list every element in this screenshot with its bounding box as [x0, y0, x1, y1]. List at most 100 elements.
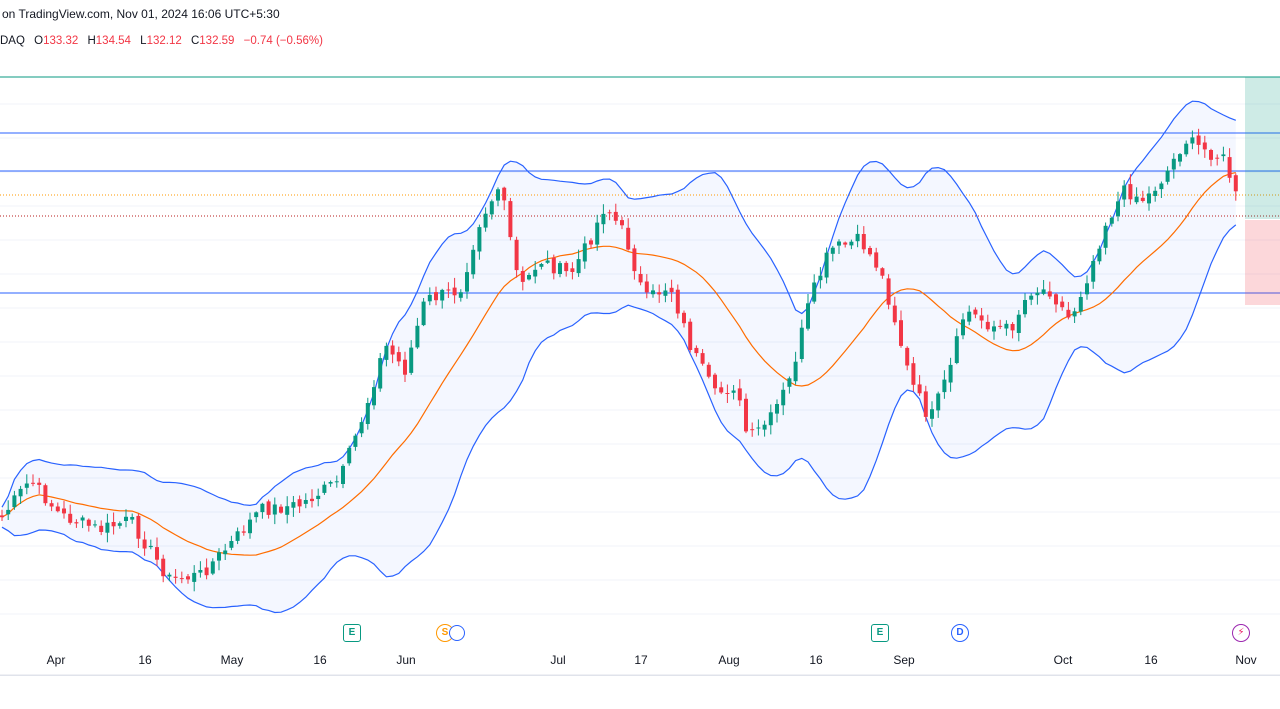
x-tick-label: 16: [1144, 653, 1158, 667]
candle-body: [558, 263, 562, 274]
candle-body: [291, 502, 296, 508]
candle-body: [365, 403, 370, 424]
bollinger-upper-line: [1, 100, 1237, 508]
x-tick-label: Jun: [396, 653, 416, 667]
x-tick-label: Oct: [1053, 653, 1073, 667]
candle-body: [167, 574, 172, 577]
candle-body: [465, 272, 469, 292]
flash-icon[interactable]: ⚡: [1232, 624, 1250, 642]
candle-body: [762, 424, 767, 430]
candle-body: [260, 503, 265, 513]
candle-body: [905, 347, 910, 366]
candle-body: [992, 326, 996, 332]
split-marker-icon[interactable]: [449, 625, 465, 641]
candle-body: [620, 220, 624, 226]
candle-body: [750, 429, 755, 431]
candle-body: [756, 427, 761, 429]
candle-body: [719, 387, 724, 393]
candle-body: [136, 515, 141, 539]
candle-body: [440, 289, 445, 301]
candle-body: [483, 213, 488, 228]
candle-body: [471, 249, 476, 275]
candle-body: [682, 312, 686, 324]
candle-body: [545, 260, 550, 263]
candle-body: [285, 506, 290, 515]
candle-body: [1078, 297, 1083, 312]
candle-body: [973, 309, 978, 315]
candle-body: [148, 545, 153, 548]
candle-body: [179, 578, 184, 580]
candle-body: [731, 390, 736, 393]
candle-body: [787, 378, 792, 387]
candle-body: [781, 389, 786, 406]
candle-body: [155, 547, 159, 560]
candle-body: [1134, 196, 1139, 203]
candle-body: [520, 271, 525, 282]
candle-body: [31, 482, 35, 484]
position-profit-zone: [1245, 77, 1280, 219]
top-bar: on TradingView.com, Nov 01, 2024 16:06 U…: [0, 0, 1280, 28]
candle-body: [539, 264, 544, 267]
candle-body: [675, 289, 680, 314]
candle-body: [508, 201, 513, 238]
candle-body: [663, 290, 668, 296]
candle-body: [1029, 295, 1034, 300]
candle-body: [613, 211, 618, 221]
candle-body: [55, 506, 60, 512]
candle-body: [384, 345, 389, 360]
candle-body: [812, 282, 817, 302]
candle-body: [409, 347, 414, 373]
candle-body: [1190, 137, 1195, 144]
position-loss-zone: [1245, 220, 1280, 305]
candle-body: [837, 241, 841, 246]
candle-body: [390, 345, 395, 355]
candle-body: [1128, 184, 1133, 200]
candle-body: [651, 290, 655, 295]
candle-body: [1184, 143, 1189, 155]
dividend-icon[interactable]: D: [951, 624, 969, 642]
candle-body: [892, 305, 897, 323]
candle-body: [1060, 301, 1065, 308]
candle-body: [223, 550, 228, 555]
candle-body: [229, 541, 234, 548]
candle-body: [452, 287, 457, 296]
low-label: L: [140, 35, 147, 47]
candle-body: [1047, 291, 1052, 297]
candle-body: [161, 558, 166, 577]
high-label: H: [87, 35, 96, 47]
candle-body: [533, 269, 538, 277]
candle-body: [936, 393, 941, 411]
candle-body: [564, 262, 569, 272]
candle-body: [1171, 158, 1176, 170]
candle-body: [427, 294, 432, 302]
earnings-icon[interactable]: E: [871, 624, 889, 642]
candle-body: [948, 364, 953, 383]
candle-body: [18, 488, 23, 497]
candle-body: [204, 567, 209, 576]
candle-body: [1116, 201, 1120, 217]
candle-body: [595, 222, 600, 245]
earnings-icon[interactable]: E: [343, 624, 361, 642]
candle-body: [942, 379, 947, 393]
candle-body: [496, 189, 500, 201]
candle-body: [1016, 314, 1021, 333]
candle-body: [1004, 323, 1009, 329]
x-tick-label: Apr: [46, 653, 66, 667]
candle-body: [1035, 292, 1040, 296]
candle-body: [824, 252, 829, 278]
candle-body: [446, 289, 451, 291]
open-value: 133.32: [43, 35, 79, 47]
candle-body: [669, 287, 674, 293]
candle-body: [316, 495, 321, 499]
candle-body: [806, 303, 810, 329]
candle-body: [1054, 294, 1058, 305]
candle-body: [1023, 300, 1027, 315]
close-value: 132.59: [199, 35, 235, 47]
candle-body: [880, 268, 885, 276]
candle-body: [1209, 150, 1213, 160]
candle-body: [1097, 248, 1102, 262]
exchange-label: DAQ: [0, 35, 25, 47]
candle-body: [1085, 283, 1089, 295]
candle-body: [626, 227, 631, 250]
